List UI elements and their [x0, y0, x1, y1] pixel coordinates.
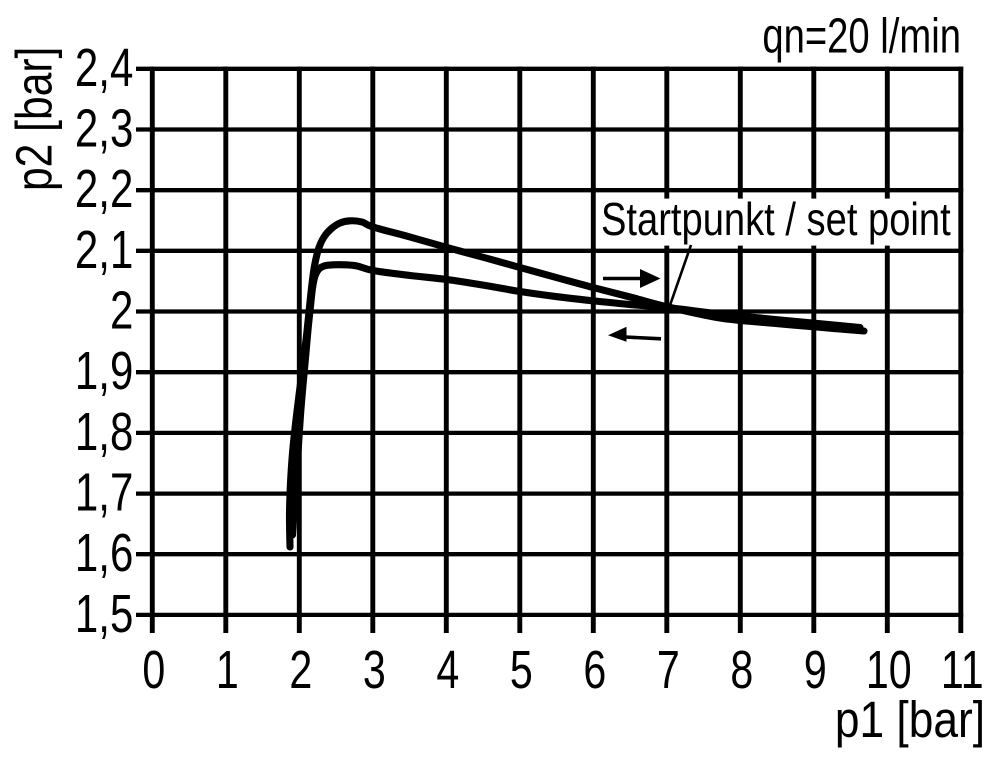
svg-text:7: 7 [657, 641, 680, 700]
svg-text:p2 [bar]: p2 [bar] [5, 47, 63, 191]
svg-text:10: 10 [866, 641, 912, 700]
svg-text:1,5: 1,5 [75, 584, 133, 644]
svg-text:11: 11 [941, 641, 984, 700]
svg-text:p1 [bar]: p1 [bar] [835, 692, 985, 749]
svg-text:1,9: 1,9 [75, 341, 133, 401]
svg-text:2: 2 [110, 281, 133, 341]
svg-text:2,1: 2,1 [75, 220, 133, 280]
svg-text:qn=20 l/min: qn=20 l/min [762, 9, 961, 64]
svg-text:2,3: 2,3 [75, 99, 133, 159]
svg-text:1,7: 1,7 [75, 463, 133, 523]
svg-text:5: 5 [510, 641, 533, 700]
svg-text:0: 0 [142, 641, 165, 700]
svg-text:9: 9 [804, 641, 827, 700]
svg-text:2,2: 2,2 [75, 159, 133, 219]
svg-text:1,6: 1,6 [75, 523, 133, 583]
svg-text:Startpunkt / set point: Startpunkt / set point [601, 194, 951, 245]
svg-text:1: 1 [216, 641, 239, 700]
svg-text:3: 3 [363, 641, 386, 700]
svg-text:1,8: 1,8 [75, 402, 133, 462]
svg-text:4: 4 [436, 641, 459, 700]
svg-text:6: 6 [583, 641, 606, 700]
svg-text:2: 2 [289, 641, 312, 700]
svg-text:8: 8 [730, 641, 753, 700]
svg-text:2,4: 2,4 [75, 38, 133, 98]
